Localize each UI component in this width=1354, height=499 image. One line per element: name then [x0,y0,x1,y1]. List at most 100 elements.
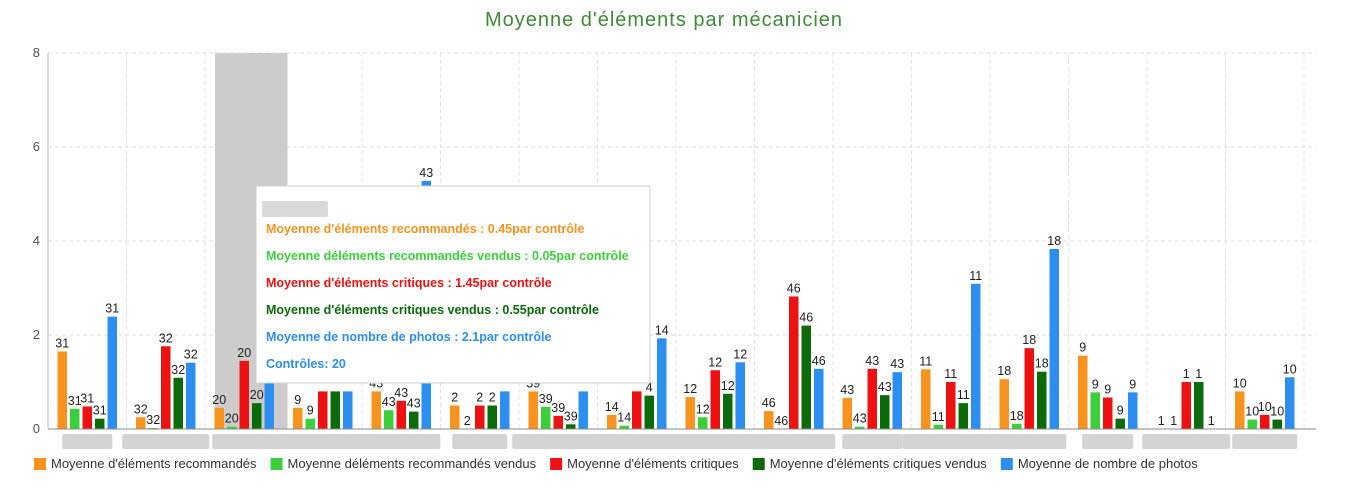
bar[interactable] [1049,248,1060,429]
bar[interactable] [867,368,878,429]
bar[interactable] [933,424,944,429]
bar-data-label: 31 [93,404,107,418]
bar[interactable] [566,424,576,429]
bar[interactable] [578,391,589,429]
bar[interactable] [1115,418,1126,429]
bar-data-label: 43 [382,395,396,409]
bar[interactable] [173,377,184,429]
bar[interactable] [553,415,564,429]
bar[interactable] [384,410,394,429]
bar[interactable] [136,417,146,429]
bar-data-label: 4 [646,381,653,395]
bar-data-label: 18 [1035,357,1049,371]
bar[interactable] [657,338,667,429]
bar-data-label: 43 [853,412,867,426]
bar[interactable] [70,408,80,429]
bar-data-label: 10 [1258,400,1272,414]
bar[interactable] [57,351,68,429]
bar-data-label: 20 [212,393,226,407]
legend-swatch [752,458,765,470]
bar[interactable] [1024,348,1035,429]
bar[interactable] [1260,414,1270,429]
legend-item[interactable]: Moyenne d'éléments recommandés [34,456,257,471]
bar[interactable] [1247,419,1258,429]
bar[interactable] [252,403,262,429]
bar[interactable] [632,391,642,429]
bar[interactable] [1128,392,1138,429]
bar[interactable] [999,379,1010,429]
bar[interactable] [487,405,498,430]
bar[interactable] [958,403,969,429]
bar[interactable] [842,397,853,429]
bar[interactable] [698,417,708,429]
bar[interactable] [1012,423,1022,429]
bar[interactable] [318,391,328,429]
bar[interactable] [1235,391,1245,429]
bar-data-label: 14 [655,323,669,337]
bar[interactable] [1181,382,1192,429]
bar[interactable] [880,395,890,429]
bar[interactable] [450,405,460,430]
bar[interactable] [764,411,774,429]
bar-data-label: 9 [307,404,314,418]
legend-label: Moyenne déléments recommandés vendus [288,456,537,471]
bar[interactable] [723,393,733,429]
legend-item[interactable]: Moyenne d'éléments critiques [550,456,739,471]
bar[interactable] [855,426,865,429]
x-axis-label-redacted [452,434,508,449]
x-axis-label-redacted [212,434,277,449]
bar[interactable] [1037,371,1047,429]
bar[interactable] [409,411,419,429]
bar[interactable] [814,368,824,429]
bar[interactable] [735,362,746,429]
bar[interactable] [619,425,630,429]
bar-data-label: 1 [1170,414,1177,428]
bar-data-label: 1 [1183,367,1190,381]
bar[interactable] [396,400,407,429]
bar[interactable] [528,391,539,429]
legend-item[interactable]: Moyenne déléments recommandés vendus [270,456,537,471]
bar[interactable] [801,325,812,429]
bar[interactable] [227,426,237,429]
bar[interactable] [892,372,903,429]
bar-data-label: 32 [171,363,185,377]
x-axis-label-redacted [1142,434,1231,449]
bar[interactable] [1103,397,1113,429]
bar[interactable] [710,370,721,429]
bar[interactable] [500,391,510,429]
bar[interactable] [82,406,93,429]
bar[interactable] [371,391,382,429]
bar[interactable] [541,406,551,429]
bar[interactable] [95,418,105,429]
bar[interactable] [1285,377,1295,429]
bar-data-label: 43 [865,354,879,368]
x-axis-label-redacted [1232,434,1298,449]
bar[interactable] [214,407,225,429]
legend-item[interactable]: Moyenne de nombre de photos [1000,456,1198,471]
bar[interactable] [946,382,956,429]
bar-data-label: 12 [733,347,747,361]
bar[interactable] [293,407,303,429]
bar[interactable] [1078,355,1088,429]
bar[interactable] [343,391,353,429]
legend-swatch [1000,458,1013,470]
bar[interactable] [330,391,341,429]
bar[interactable] [1194,382,1204,429]
bar[interactable] [685,397,696,429]
bar[interactable] [971,283,981,429]
bar[interactable] [161,346,171,429]
legend-item[interactable]: Moyenne d'éléments critiques vendus [752,456,988,471]
bar[interactable] [1272,419,1283,429]
bar[interactable] [305,418,316,429]
legend-label: Moyenne d'éléments critiques vendus [770,456,988,471]
bar[interactable] [644,395,655,429]
bar[interactable] [607,414,617,429]
bar-data-label: 9 [294,393,301,407]
bar[interactable] [239,360,250,429]
bar[interactable] [921,369,931,429]
bar[interactable] [789,296,799,429]
bar[interactable] [1090,392,1101,429]
bar[interactable] [475,405,485,430]
bar[interactable] [107,316,118,429]
bar[interactable] [186,362,196,429]
